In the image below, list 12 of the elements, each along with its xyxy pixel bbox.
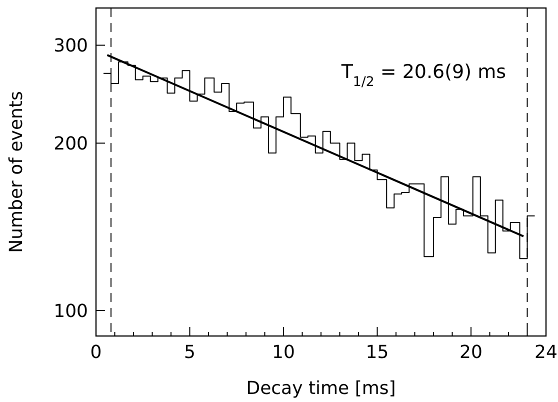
y-tick-label: 200 — [54, 133, 88, 154]
y-tick-label: 300 — [54, 36, 88, 57]
x-tick-label: 0 — [90, 342, 102, 363]
x-tick-label: 15 — [366, 342, 389, 363]
x-tick-label: 24 — [534, 342, 558, 363]
x-tick-label: 20 — [460, 342, 482, 363]
x-axis-title: Decay time [ms] — [246, 378, 396, 399]
x-tick-label: 5 — [184, 342, 196, 363]
annotation: T$_{1/2}$ = 20.6(9) ms — [340, 61, 506, 90]
x-tick-label: 10 — [272, 342, 295, 363]
y-tick-label: 100 — [54, 300, 88, 322]
y-axis-title: Number of events — [6, 91, 27, 253]
